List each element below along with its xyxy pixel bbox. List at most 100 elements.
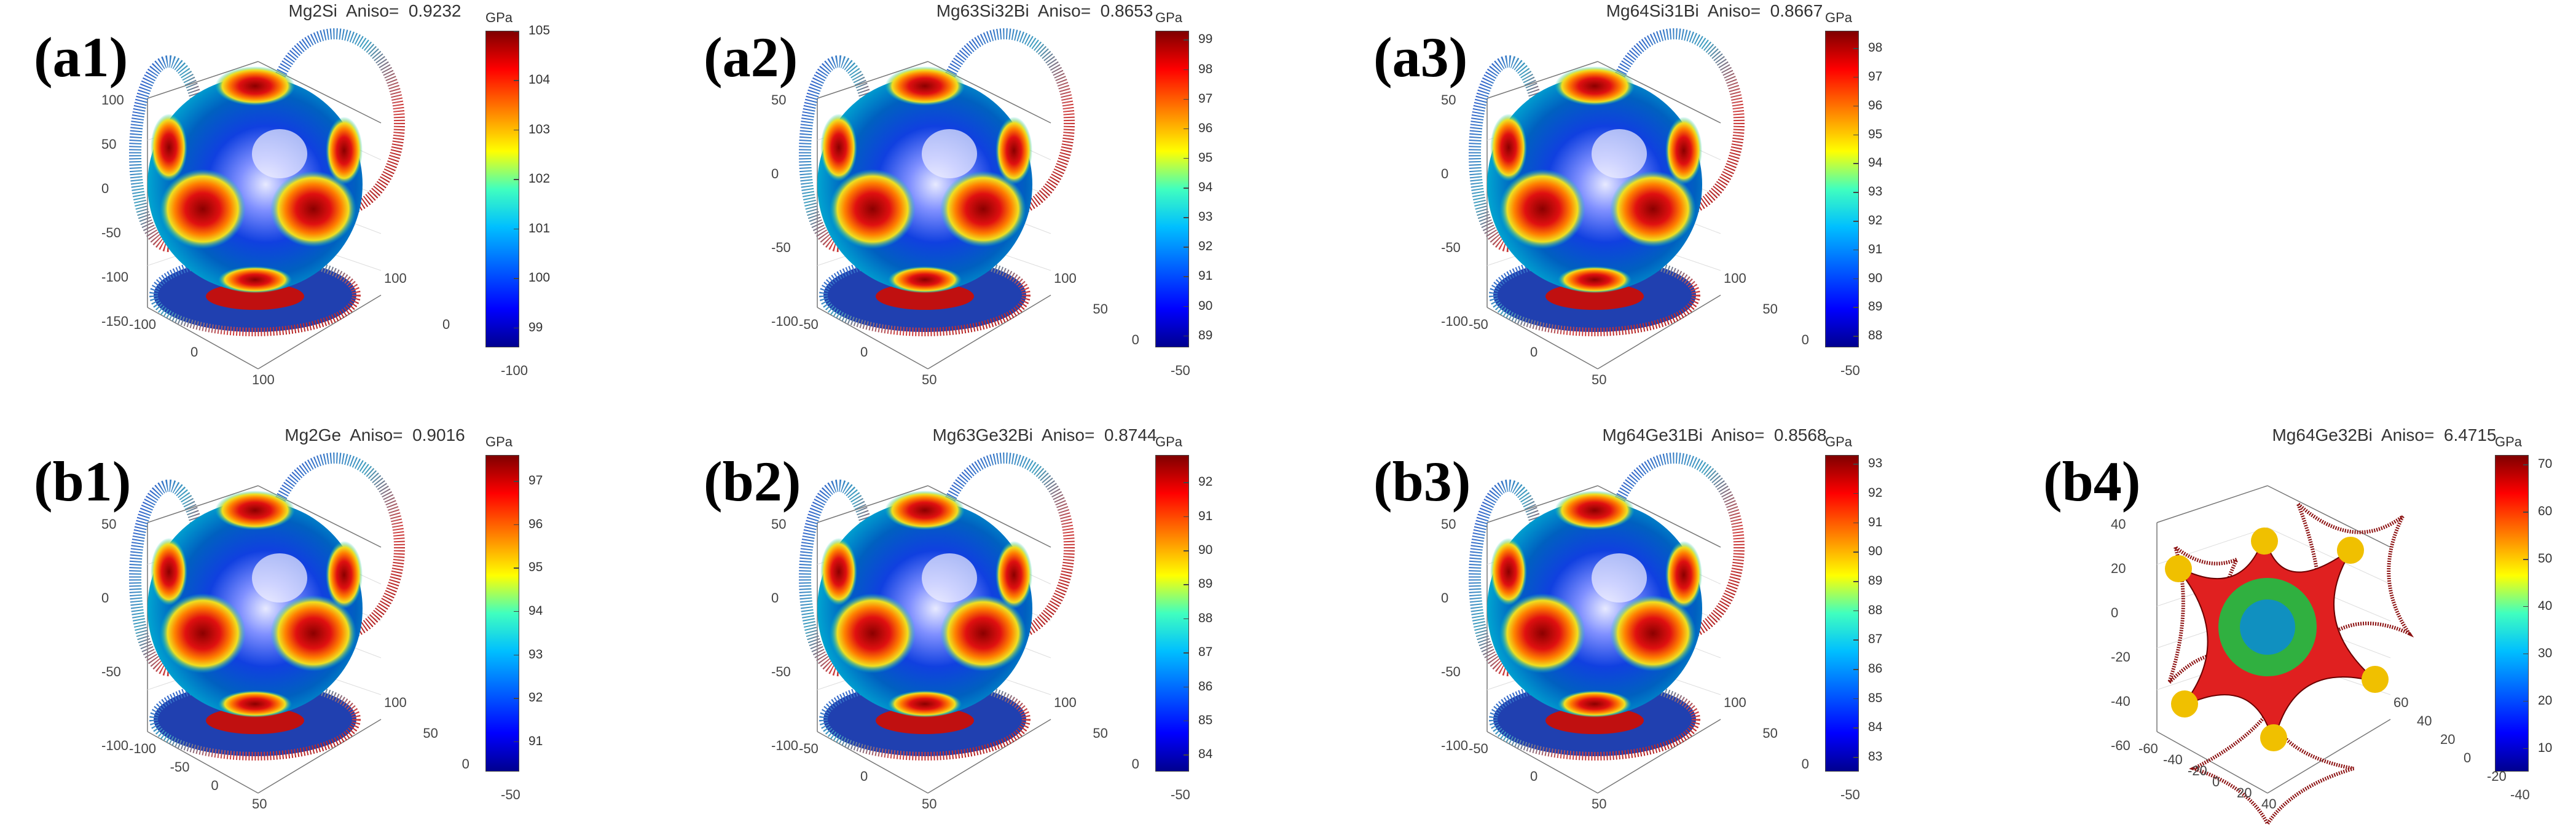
colorbar-tick-label: 85: [1198, 713, 1213, 727]
x-tick-label: 100: [252, 372, 275, 387]
star-core-center: [2240, 599, 2295, 655]
colorbar-tick-label: 91: [1868, 242, 1883, 256]
y-tick-label: 100: [1054, 271, 1077, 286]
colorbar-unit: GPa: [1155, 10, 1183, 25]
colorbar-tick-label: 30: [2538, 646, 2553, 660]
colorbar-tick-label: 93: [1868, 456, 1883, 471]
lobe-tip: [2362, 666, 2389, 693]
x-tick-label: 0: [1530, 344, 1538, 360]
colorbar-tick-mark: [1184, 69, 1189, 71]
colorbar-tick-label: 94: [528, 603, 543, 618]
surface-lobe: [888, 690, 962, 717]
colorbar-tick-mark: [1184, 188, 1189, 189]
y-tick-label: 0: [2464, 750, 2472, 765]
plot-title: Mg64Ge31Bi Aniso= 0.8568: [1602, 425, 1827, 445]
colorbar-tick-mark: [514, 179, 519, 180]
lobe-tip: [2165, 555, 2192, 582]
colorbar-tick-mark: [1853, 221, 1859, 222]
colorbar-tick-mark: [1184, 720, 1189, 722]
colorbar-tick-label: 91: [528, 733, 543, 748]
colorbar-tick-label: 92: [1198, 475, 1213, 489]
colorbar-tick-label: 100: [528, 271, 551, 285]
y-tick-label: 50: [1093, 725, 1108, 741]
surface-lobe: [830, 169, 916, 249]
colorbar-unit: GPa: [485, 434, 513, 449]
z-tick-label: -50: [101, 225, 121, 240]
z-tick-label: 0: [771, 166, 779, 181]
surface-plot: [129, 453, 405, 794]
colorbar-tick-label: 92: [1868, 213, 1883, 227]
colorbar-tick-mark: [514, 698, 519, 699]
z-tick-label: -100: [771, 738, 799, 753]
colorbar-tick-label: 87: [1198, 645, 1213, 660]
surface-highlight: [1592, 553, 1647, 603]
surface-lobe: [888, 266, 962, 293]
surface-lobe: [940, 171, 1026, 247]
surface-lobe: [218, 690, 292, 717]
colorbar-tick-mark: [1184, 217, 1189, 218]
colorbar-tick-label: 84: [1198, 747, 1213, 762]
y-tick-label: 60: [2393, 695, 2409, 710]
colorbar-unit: GPa: [1825, 10, 1853, 25]
y-tick-label: 40: [2417, 713, 2432, 729]
z-tick-label: 50: [1441, 92, 1456, 108]
colorbar-tick-mark: [1184, 652, 1189, 654]
y-tick-label: 100: [384, 271, 407, 286]
panel-b3: (b3) Mg64Ge31Bi Aniso= 0.8568 50 0 -50 -100 -5…: [1340, 424, 2009, 830]
colorbar-tick-label: 93: [1868, 184, 1883, 199]
colorbar-tick-label: 89: [1198, 328, 1213, 342]
surface-lobe: [995, 541, 1032, 609]
panel-label: (a3): [1373, 26, 1468, 89]
colorbar-tick-mark: [1853, 551, 1859, 553]
x-tick-label: 40: [2261, 796, 2277, 812]
x-tick-label: 50: [1592, 372, 1607, 387]
colorbar-tick-label: 96: [528, 516, 543, 531]
surface-lobe: [160, 593, 246, 673]
surface-lobe: [995, 117, 1032, 184]
lobe-tip: [2260, 724, 2287, 751]
colorbar-tick-mark: [1853, 48, 1859, 49]
colorbar-tick-mark: [1853, 639, 1859, 641]
colorbar-tick-label: 95: [1868, 127, 1883, 141]
colorbar-tick-label: 98: [1868, 41, 1883, 55]
colorbar-tick-mark: [1853, 307, 1859, 308]
plot-title: Mg63Si32Bi Aniso= 0.8653: [936, 1, 1153, 20]
colorbar-tick-label: 104: [528, 73, 551, 87]
colorbar-tick-mark: [1853, 669, 1859, 670]
projection-yz: [265, 453, 405, 642]
surface-lobe: [820, 114, 857, 181]
y-tick-label: 0: [461, 756, 469, 772]
y-tick-label: -50: [1171, 787, 1190, 802]
colorbar-tick-mark: [2523, 606, 2529, 607]
colorbar-tick-label: 99: [1198, 32, 1213, 47]
colorbar-tick-mark: [1184, 247, 1189, 248]
surface-plot: [799, 28, 1075, 370]
z-tick-label: 40: [2111, 516, 2126, 532]
colorbar-tick-label: 90: [1198, 543, 1213, 558]
y-tick-label: 0: [1801, 332, 1809, 347]
colorbar-unit: GPa: [485, 10, 513, 25]
panel-b1: (b1) Mg2Ge Aniso= 0.9016 50 0 -50 -100 -100 -50…: [0, 424, 670, 830]
surface-lobe: [1558, 690, 1632, 717]
surface-highlight: [922, 553, 977, 603]
colorbar-tick-label: 95: [528, 560, 543, 575]
surface-lobe: [1499, 593, 1585, 673]
surface-lobe: [270, 171, 356, 247]
colorbar-tick-mark: [514, 524, 519, 526]
colorbar-tick-mark: [1853, 464, 1859, 465]
colorbar-tick-label: 105: [528, 23, 551, 38]
x-tick-label: 0: [1530, 769, 1538, 784]
colorbar-tick-label: 87: [1868, 632, 1883, 647]
surface-lobe: [270, 595, 356, 671]
colorbar-tick-mark: [1853, 76, 1859, 78]
colorbar-tick-mark: [1853, 492, 1859, 494]
y-tick-label: 0: [1131, 756, 1139, 772]
z-tick-label: -50: [1441, 664, 1461, 679]
colorbar-tick-label: 89: [1868, 299, 1883, 314]
colorbar-tick-label: 88: [1868, 603, 1883, 617]
colorbar-tick-mark: [1853, 192, 1859, 193]
x-tick-label: 50: [922, 796, 937, 812]
x-tick-label: 20: [2237, 785, 2252, 800]
projection-yz: [265, 28, 405, 218]
colorbar-tick-label: 92: [1198, 239, 1213, 254]
